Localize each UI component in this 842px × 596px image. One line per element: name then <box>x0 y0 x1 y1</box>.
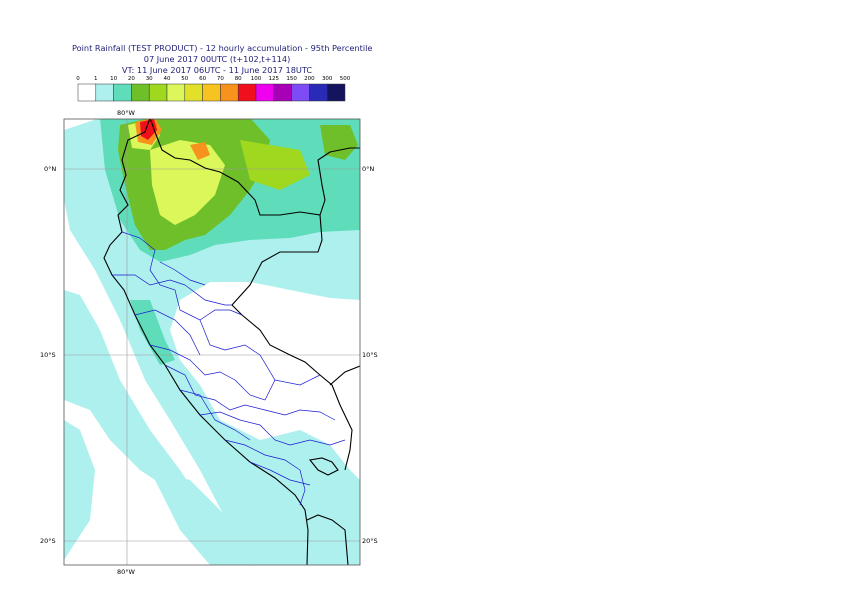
legend-label-8: 70 <box>217 76 224 82</box>
legend-label-15: 500 <box>340 76 351 82</box>
legend-label-9: 80 <box>235 76 242 82</box>
regional-boundaries <box>112 231 346 506</box>
lat-label-0: 0°N <box>44 165 56 173</box>
legend-label-11: 125 <box>269 76 280 82</box>
chart-subtitle-run: 07 June 2017 00UTC (t+102,t+114) <box>143 54 291 64</box>
lon-label-top: 80°W <box>117 109 136 117</box>
chart-subtitle-validity: VT: 11 June 2017 06UTC - 11 June 2017 18… <box>121 65 313 75</box>
legend-label-5: 40 <box>164 76 171 82</box>
lat-label-0-right: 0°N <box>362 165 374 173</box>
legend-label-2: 10 <box>110 76 117 82</box>
lon-label-bottom: 80°W <box>117 568 136 576</box>
legend-label-3: 20 <box>128 76 135 82</box>
lat-label-20s-right: 20°S <box>362 537 378 545</box>
lat-label-20s: 20°S <box>40 537 56 545</box>
legend-label-7: 60 <box>199 76 206 82</box>
legend-label-0: 0 <box>76 76 80 82</box>
legend-swatch-14 <box>326 83 346 102</box>
legend-label-12: 150 <box>286 76 297 82</box>
legend-label-4: 30 <box>146 76 153 82</box>
legend-label-10: 100 <box>251 76 262 82</box>
chart-title: Point Rainfall (TEST PRODUCT) - 12 hourl… <box>72 43 373 53</box>
legend-label-1: 1 <box>94 76 98 82</box>
legend-label-14: 300 <box>322 76 333 82</box>
lat-label-10s-right: 10°S <box>362 351 378 359</box>
legend-label-6: 50 <box>181 76 188 82</box>
map-frame <box>63 118 361 566</box>
graticule <box>64 119 360 565</box>
lat-label-10s: 10°S <box>40 351 56 359</box>
legend-label-13: 200 <box>304 76 315 82</box>
